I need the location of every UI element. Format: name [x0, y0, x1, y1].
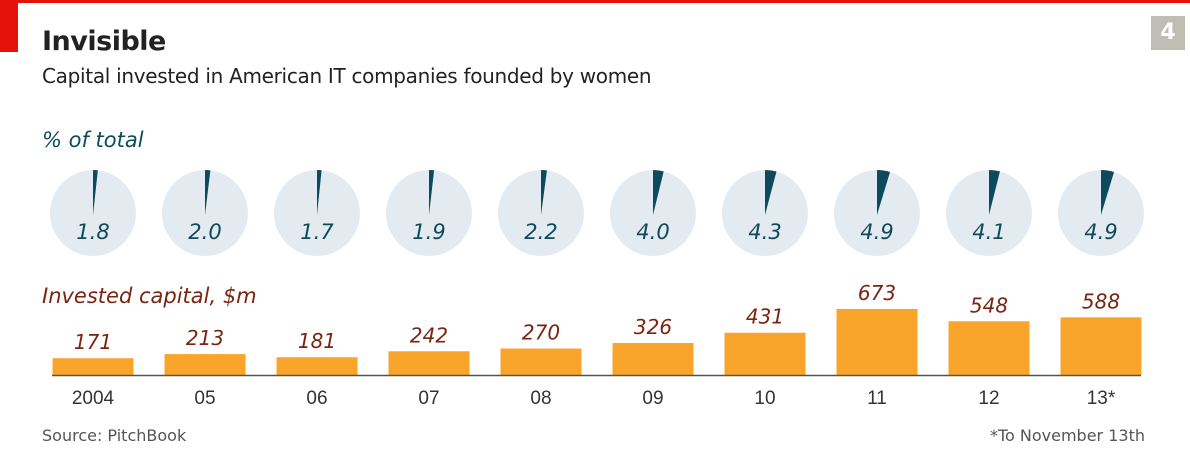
bar-value-label: 326: [634, 315, 672, 339]
bar-value-label: 213: [186, 326, 224, 350]
pie-wedge: [317, 170, 322, 215]
pie-value-label: 4.9: [1084, 220, 1117, 244]
bar-2004: 171: [52, 330, 134, 375]
bar-value-label: 242: [410, 323, 448, 347]
pie-2004: 1.8: [50, 170, 136, 256]
x-tick-label: 06: [306, 388, 327, 409]
x-axis-tick-labels: 2004 05 06 07 08 09 10 11 12 13*: [72, 388, 1116, 409]
pie-value-label: 2.2: [524, 220, 557, 244]
pie-value-label: 1.8: [76, 220, 109, 244]
pie-value-label: 4.3: [748, 220, 781, 244]
bar-value-label: 431: [746, 305, 784, 329]
bar-mark: [276, 357, 358, 375]
bar-value-label: 270: [522, 321, 560, 345]
pie-value-label: 4.0: [636, 220, 669, 244]
pie-wedge: [93, 170, 98, 215]
brand-red-tab: [0, 0, 18, 52]
top-rule: [0, 0, 1190, 3]
x-tick-label: 08: [530, 388, 551, 409]
pie-06: 1.7: [274, 170, 360, 256]
pie-value-label: 1.9: [412, 220, 445, 244]
pie-value-label: 2.0: [188, 220, 221, 244]
bar-05: 213: [164, 326, 246, 375]
pie-10: 4.3: [722, 170, 808, 256]
pie-wedge: [429, 170, 435, 215]
pie-wedge: [989, 170, 1000, 215]
x-tick-label: 05: [194, 388, 215, 409]
bar-mark: [948, 321, 1030, 375]
bar-mark: [724, 332, 806, 375]
chart-subtitle: Capital invested in American IT companie…: [42, 64, 652, 88]
bar-value-label: 171: [74, 330, 112, 354]
pie-13*: 4.9: [1058, 170, 1144, 256]
bar-09: 326: [612, 315, 694, 375]
pie-wedge: [1101, 170, 1115, 215]
bar-mark: [500, 348, 582, 375]
pie-07: 1.9: [386, 170, 472, 256]
x-tick-label: 2004: [72, 388, 115, 409]
x-tick-label: 09: [642, 388, 663, 409]
bar-mark: [164, 354, 246, 375]
chart-title: Invisible: [42, 26, 166, 57]
pie-11: 4.9: [834, 170, 920, 256]
bar-mark: [52, 358, 134, 375]
pie-05: 2.0: [162, 170, 248, 256]
x-tick-label: 12: [978, 388, 999, 409]
bar-row: 171 213 181 242 270 326 431 673 548 588: [52, 281, 1142, 375]
pie-wedge: [205, 170, 211, 215]
pie-09: 4.0: [610, 170, 696, 256]
bar-section-title: Invested capital, $m: [42, 284, 257, 308]
x-tick-label: 07: [418, 388, 439, 409]
footnote: *To November 13th: [989, 426, 1145, 445]
pie-value-label: 4.9: [860, 220, 893, 244]
pie-section-title: % of total: [42, 128, 144, 152]
bar-value-label: 673: [858, 281, 896, 305]
pie-row: 1.8 2.0 1.7 1.9 2.2 4.0 4.3 4.9 4.1 4.9: [50, 170, 1144, 256]
bar-mark: [612, 343, 694, 375]
chart-number-badge: 4: [1151, 16, 1185, 50]
x-tick-label: 13*: [1087, 388, 1116, 409]
x-tick-label: 11: [867, 388, 887, 409]
bar-12: 548: [948, 293, 1030, 375]
pie-wedge: [653, 170, 664, 215]
pie-wedge: [877, 170, 891, 215]
bar-value-label: 181: [298, 329, 336, 353]
bar-mark: [1060, 317, 1142, 375]
bar-mark: [836, 309, 918, 375]
bar-13*: 588: [1060, 289, 1142, 375]
x-tick-label: 10: [754, 388, 775, 409]
pie-value-label: 4.1: [972, 220, 1005, 244]
pie-wedge: [765, 170, 777, 215]
source-note: Source: PitchBook: [42, 426, 187, 445]
pie-wedge: [541, 170, 547, 215]
bar-value-label: 588: [1082, 289, 1120, 313]
bar-mark: [388, 351, 470, 375]
bar-11: 673: [836, 281, 918, 375]
bar-08: 270: [500, 321, 582, 375]
bar-value-label: 548: [970, 293, 1008, 317]
pie-value-label: 1.7: [300, 220, 334, 244]
bar-06: 181: [276, 329, 358, 375]
pie-12: 4.1: [946, 170, 1032, 256]
bar-10: 431: [724, 305, 806, 375]
pie-08: 2.2: [498, 170, 584, 256]
bar-07: 242: [388, 323, 470, 375]
